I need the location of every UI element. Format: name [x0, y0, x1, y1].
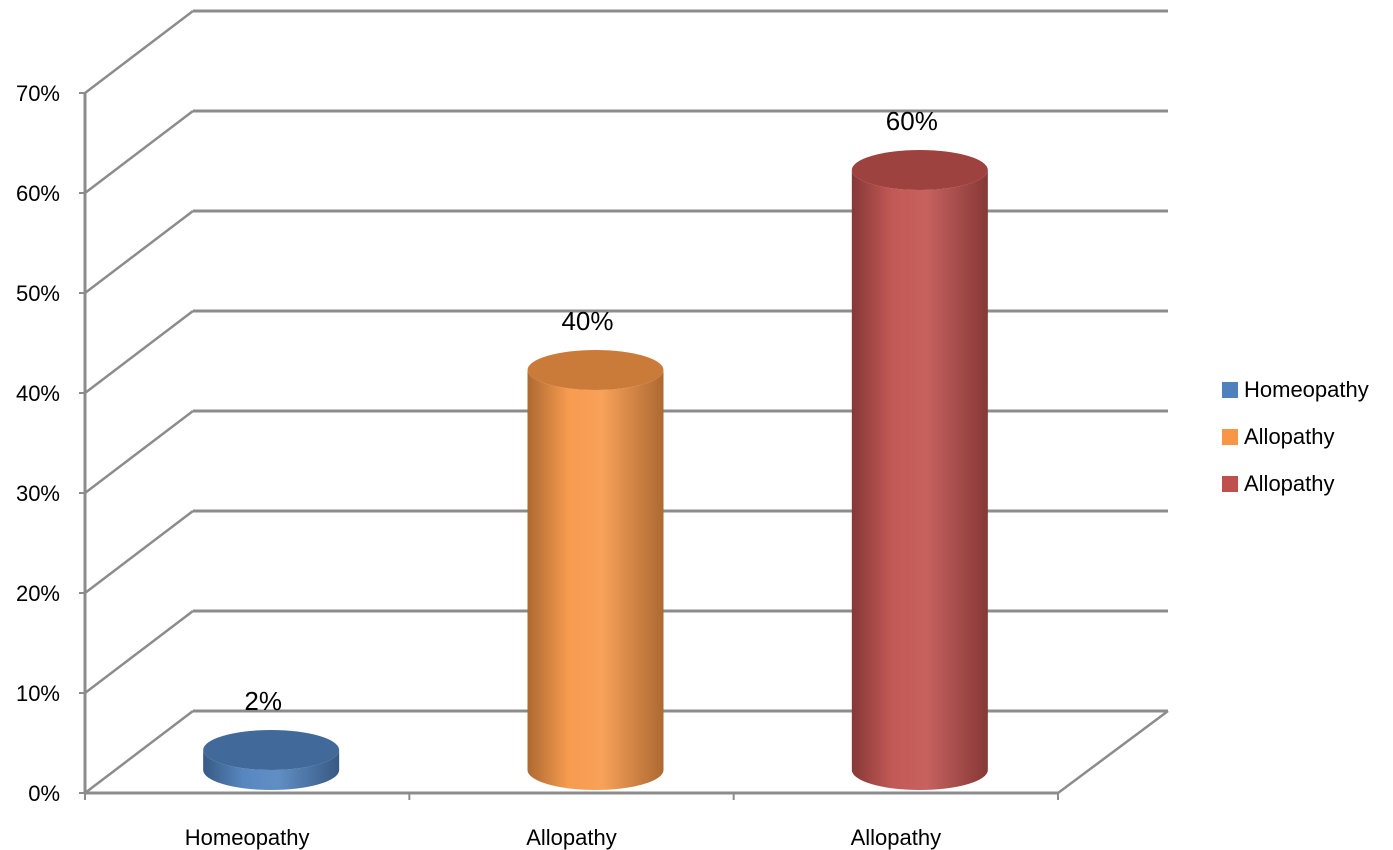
- y-tick-label-4: 40%: [16, 381, 60, 406]
- labels: 2% 40% 60%: [244, 106, 937, 716]
- gridline-depth-2: [84, 510, 194, 594]
- y-tick-label-5: 50%: [16, 281, 60, 306]
- gridline-depth-0: [84, 710, 194, 794]
- floor-edge: [1057, 709, 1169, 795]
- axes: 0% 10% 20% 30% 40% 50% 60% 70% Homeopathy Allopat…: [16, 81, 1169, 850]
- bar-top-2: [851, 150, 988, 190]
- bar-top-0: [203, 730, 340, 770]
- gridlines: [84, 9, 1168, 794]
- gridline-depth-7: [84, 10, 194, 94]
- bar-body-2: [851, 170, 988, 790]
- data-label-0: 2%: [244, 686, 282, 716]
- y-tick-label-7: 70%: [16, 81, 60, 106]
- gridline-depth-5: [84, 210, 194, 294]
- bar-top-1: [527, 350, 664, 390]
- legend-swatch-allopathy-2: [1222, 475, 1238, 492]
- data-label-1: 40%: [561, 306, 613, 336]
- legend-label-allopathy-1: Allopathy: [1244, 423, 1335, 449]
- bar-body-1: [527, 370, 664, 790]
- legend-swatch-homeopathy: [1222, 381, 1238, 398]
- x-tick-label-2: Allopathy: [851, 825, 942, 850]
- gridline-depth-4: [84, 310, 194, 394]
- y-tick-label-1: 10%: [16, 681, 60, 706]
- x-tick-label-1: Allopathy: [526, 825, 617, 850]
- legend-item-allopathy-1: Allopathy: [1222, 413, 1392, 460]
- x-tick-label-0: Homeopathy: [185, 825, 310, 850]
- legend-swatch-allopathy-1: [1222, 428, 1238, 445]
- bar-0: [203, 730, 340, 790]
- legend: Homeopathy Allopathy Allopathy: [1222, 366, 1392, 507]
- legend-label-allopathy-2: Allopathy: [1244, 470, 1335, 496]
- gridline-depth-6: [84, 110, 194, 194]
- y-tick-label-6: 60%: [16, 181, 60, 206]
- bars: [203, 150, 988, 790]
- gridline-depth-1: [84, 610, 194, 694]
- data-label-2: 60%: [886, 106, 938, 136]
- legend-item-allopathy-2: Allopathy: [1222, 460, 1392, 507]
- legend-label-homeopathy: Homeopathy: [1244, 376, 1369, 402]
- y-tick-label-3: 30%: [16, 481, 60, 506]
- y-tick-label-0: 0%: [28, 781, 60, 806]
- bar-1: [527, 350, 664, 790]
- legend-item-homeopathy: Homeopathy: [1222, 366, 1392, 413]
- bar-2: [851, 150, 988, 790]
- y-tick-label-2: 20%: [16, 581, 60, 606]
- gridline-depth-3: [84, 410, 194, 494]
